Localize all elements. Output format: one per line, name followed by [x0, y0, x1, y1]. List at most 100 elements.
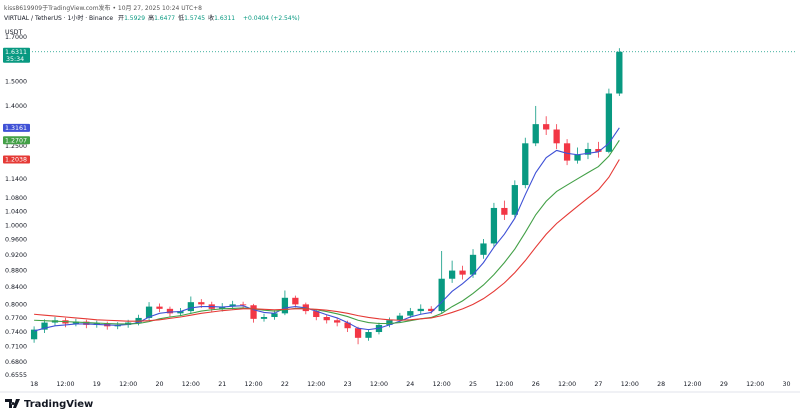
candle-body	[386, 320, 393, 325]
attribution: kiss8619909于TradingView.com发布 • 10月 27, …	[4, 5, 202, 12]
ohlc-value: 1.5745	[184, 15, 206, 22]
candle-body	[407, 311, 414, 316]
candle-body	[605, 93, 613, 152]
candle-body	[239, 304, 247, 306]
candle-body	[156, 306, 163, 309]
candle-body	[396, 315, 404, 321]
candle-body	[313, 311, 320, 318]
candle-body	[511, 185, 518, 215]
candle-body	[260, 317, 268, 319]
ohlc: 开1.5929 高1.6477 低1.5745 收1.6311	[118, 15, 238, 22]
y-tick-label: 1.0400	[5, 208, 27, 215]
x-tick-label: 27	[594, 381, 602, 388]
countdown: 35:34	[6, 56, 24, 63]
candle-body	[469, 254, 477, 275]
y-tick-label: 1.0000	[5, 222, 27, 229]
change: +0.0404 (+2.54%)	[243, 15, 300, 22]
candle-body	[532, 124, 539, 144]
x-tick-label: 12:00	[621, 381, 639, 388]
x-tick-label: 21	[218, 381, 226, 388]
y-tick-label: 0.8000	[5, 301, 27, 308]
y-tick-label: 0.8800	[5, 268, 27, 275]
y-tick-label: 0.9600	[5, 237, 27, 244]
candle-body	[187, 302, 194, 312]
x-tick-label: 12:00	[495, 381, 513, 388]
candle-body	[595, 148, 602, 152]
candle-body	[135, 317, 142, 323]
ma-badge	[3, 136, 30, 145]
y-tick-label: 1.2500	[5, 143, 27, 150]
y-tick-label: 1.5000	[5, 78, 27, 85]
ohlc-value: 1.5929	[124, 15, 146, 22]
x-tick-label: 12:00	[683, 381, 701, 388]
candle-body	[616, 51, 623, 94]
moving-average-line	[34, 140, 620, 325]
candle-body	[281, 297, 289, 314]
ohlc-label: 低	[178, 15, 185, 22]
candle-body	[198, 302, 205, 305]
ma-badge	[3, 155, 30, 164]
moving-average-line	[33, 127, 620, 332]
y-tick-label: 1.4000	[5, 103, 27, 110]
y-tick-label: 0.7100	[5, 344, 27, 351]
x-tick-label: 28	[657, 381, 665, 388]
y-tick-label: 1.0800	[5, 195, 27, 202]
x-tick-label: 12:00	[56, 381, 74, 388]
candle-body	[459, 270, 466, 275]
currency: USDT	[5, 29, 22, 36]
candle-body	[344, 322, 351, 329]
ma-badge-label: 1.2038	[5, 156, 27, 163]
legend-line: VIRTUAL / TetherUS · 1小时 · Binance 开1.59…	[4, 13, 303, 22]
candle-body	[448, 270, 456, 279]
ohlc-value: 1.6311	[214, 15, 236, 22]
candle-body	[428, 308, 435, 312]
ma-badge	[3, 123, 30, 132]
candle-body	[365, 332, 372, 338]
y-tick-label: 1.1400	[5, 176, 27, 183]
candle-body	[271, 313, 278, 318]
candle-body	[334, 320, 341, 323]
x-tick-label: 22	[281, 381, 289, 388]
candle-body	[30, 329, 38, 340]
candle-body	[574, 154, 581, 161]
y-tick-label: 0.7700	[5, 315, 27, 322]
candle-body	[563, 143, 571, 161]
ohlc-label: 开	[118, 15, 125, 22]
ohlc-value: 1.6477	[154, 15, 176, 22]
candle-body	[438, 278, 445, 312]
candle-body	[292, 297, 299, 305]
candle-body	[501, 207, 508, 215]
symbol: VIRTUAL / TetherUS · 1小时 · Binance	[4, 15, 114, 22]
brand: TradingView	[24, 399, 93, 410]
candle-body	[83, 321, 90, 325]
x-tick-label: 20	[155, 381, 163, 388]
ohlc-label: 收	[208, 15, 215, 22]
candle-body	[219, 306, 226, 309]
candle-body	[584, 148, 592, 155]
candle-body	[490, 207, 498, 244]
candle-body	[354, 328, 362, 338]
x-tick-label: 30	[783, 381, 791, 388]
x-tick-label: 29	[720, 381, 728, 388]
x-tick-label: 12:00	[746, 381, 764, 388]
candle-body	[553, 129, 560, 144]
x-tick-label: 26	[532, 381, 540, 388]
candle-body	[177, 311, 184, 314]
candle-body	[522, 143, 529, 186]
last-price-badge	[3, 47, 30, 63]
x-tick-label: 24	[406, 381, 414, 388]
x-tick-label: 12:00	[307, 381, 325, 388]
candle-body	[145, 306, 153, 318]
candle-body	[480, 243, 487, 255]
x-tick-label: 12:00	[558, 381, 576, 388]
moving-average-line	[34, 159, 620, 322]
candle-body	[166, 308, 174, 314]
x-tick-label: 12:00	[182, 381, 200, 388]
ma-badge-label: 1.3161	[5, 125, 27, 132]
x-tick-label: 25	[469, 381, 477, 388]
candle-body	[41, 322, 48, 330]
y-tick-label: 0.6555	[5, 372, 27, 379]
x-tick-label: 12:00	[370, 381, 388, 388]
brand-logo	[5, 399, 20, 408]
